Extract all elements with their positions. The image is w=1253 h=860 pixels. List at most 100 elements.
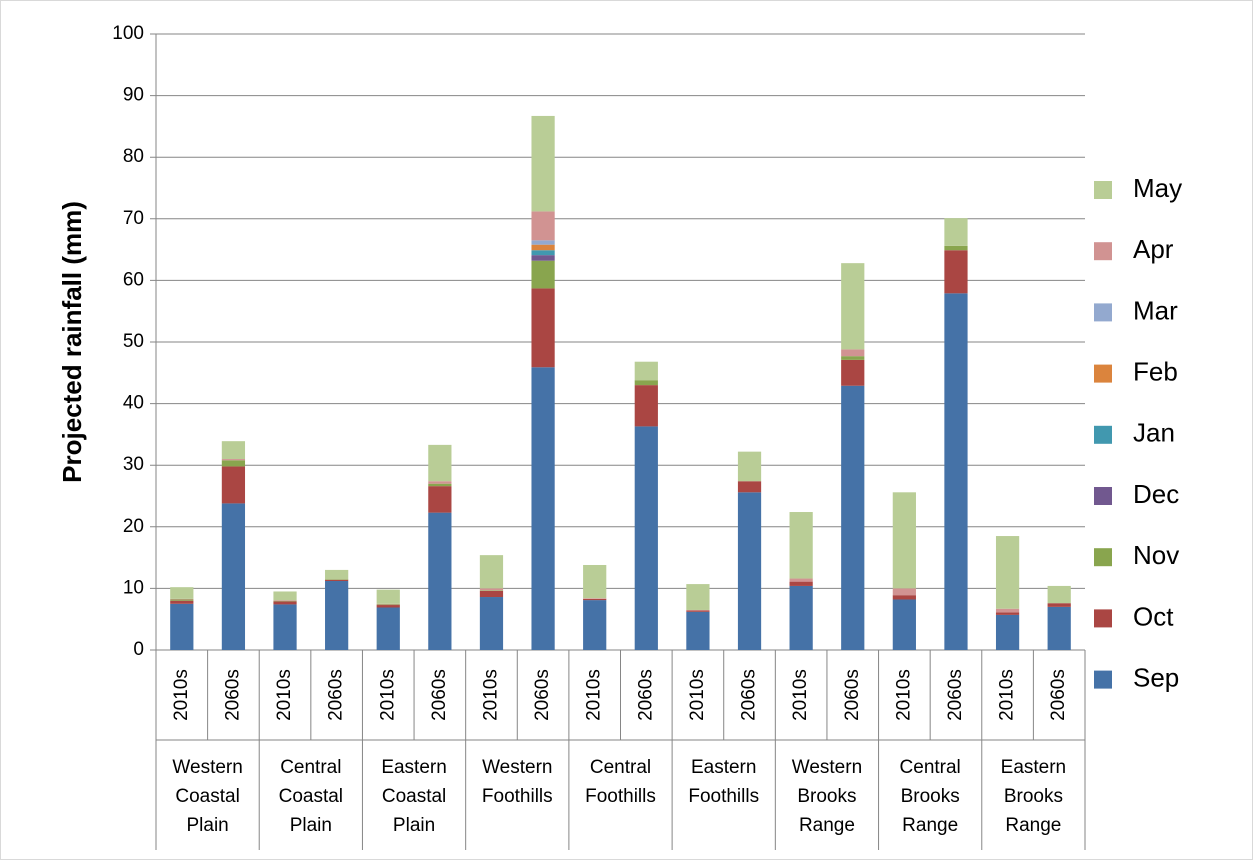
legend-label: Sep xyxy=(1133,662,1179,692)
y-tick-label: 60 xyxy=(123,269,144,290)
bar-segment xyxy=(170,603,194,650)
y-tick-label: 20 xyxy=(123,516,144,537)
group-label: Central Foothills xyxy=(585,757,656,807)
x-tick-label: 2010s xyxy=(790,669,811,721)
bar-segment xyxy=(531,250,555,256)
bar-segment xyxy=(376,603,400,605)
bar-segment xyxy=(376,589,400,604)
bar-segment xyxy=(531,288,555,368)
bar-segment xyxy=(531,115,555,212)
bar-segment xyxy=(479,590,504,598)
legend-swatch xyxy=(1094,487,1112,505)
legend-swatch xyxy=(1094,181,1112,199)
bar-segment xyxy=(1047,585,1071,604)
legend-label: Apr xyxy=(1133,234,1174,264)
bar-segment xyxy=(841,263,865,350)
y-tick-label: 100 xyxy=(112,23,144,44)
bar-segment xyxy=(376,604,400,606)
group-label: Eastern Brooks Range xyxy=(1001,757,1066,836)
bar-segment xyxy=(789,581,813,586)
bar-segment xyxy=(944,245,968,251)
x-tick-label: 2010s xyxy=(480,669,501,721)
bar-segment xyxy=(583,600,607,650)
bar-segment xyxy=(221,460,246,467)
bar-segment xyxy=(479,597,504,650)
bar-segment xyxy=(531,244,555,251)
bar-segment xyxy=(325,579,349,582)
bar-segment xyxy=(686,610,710,612)
x-tick-label: 2060s xyxy=(1048,669,1069,721)
x-tick-label: 2010s xyxy=(171,669,192,721)
bar-segment xyxy=(170,600,194,604)
bar-segment xyxy=(583,598,607,601)
y-axis-title: Projected rainfall (mm) xyxy=(57,201,87,483)
legend-swatch xyxy=(1094,670,1112,689)
x-tick-label: 2060s xyxy=(635,669,656,721)
bar-segment xyxy=(841,385,865,650)
bar-segment xyxy=(170,598,194,600)
y-tick-label: 30 xyxy=(123,454,144,475)
bar-segment xyxy=(995,614,1020,650)
legend-swatch xyxy=(1094,303,1112,322)
bar-segment xyxy=(995,536,1020,609)
bar-segment xyxy=(376,607,400,650)
bar-segment xyxy=(428,512,452,650)
bar-segment xyxy=(273,600,297,602)
bar-segment xyxy=(428,483,452,487)
bar-segment xyxy=(892,599,916,650)
bar-segment xyxy=(1047,606,1071,650)
bar-segment xyxy=(428,444,452,482)
legend-label: Jan xyxy=(1133,418,1175,448)
group-label: Western Foothills xyxy=(482,757,553,807)
bar-segment xyxy=(944,250,968,294)
bar-segment xyxy=(737,492,762,650)
bar-segment xyxy=(170,587,194,599)
bar-segment xyxy=(634,385,658,427)
x-tick-label: 2060s xyxy=(326,669,347,721)
bar-segment xyxy=(737,481,762,493)
y-tick-label: 0 xyxy=(133,639,144,660)
y-tick-label: 10 xyxy=(123,577,144,598)
bar-segment xyxy=(221,459,246,461)
legend-swatch xyxy=(1094,548,1112,567)
bar-segment xyxy=(944,218,968,246)
bar-segment xyxy=(325,581,349,650)
bar-segment xyxy=(531,240,555,245)
x-tick-label: 2010s xyxy=(274,669,295,721)
bar-segment xyxy=(531,255,555,261)
bar-segment xyxy=(376,605,400,608)
x-tick-label: 2060s xyxy=(842,669,863,721)
y-tick-label: 80 xyxy=(123,146,144,167)
bar-segment xyxy=(892,595,916,600)
bar-segment xyxy=(995,612,1020,615)
legend-label: Dec xyxy=(1133,479,1179,509)
legend-swatch xyxy=(1094,242,1112,261)
bar-segment xyxy=(221,441,246,460)
group-label: Central Coastal Plain xyxy=(279,757,343,836)
bar-segment xyxy=(273,600,297,601)
bar-segment xyxy=(170,599,194,601)
bar-segment xyxy=(479,588,504,591)
bar-segment xyxy=(221,503,246,650)
bar-segment xyxy=(789,578,813,582)
bar-segment xyxy=(325,569,349,580)
x-tick-label: 2060s xyxy=(222,669,243,721)
bar-segment xyxy=(995,608,1020,613)
bar-segment xyxy=(531,260,555,289)
x-tick-label: 2060s xyxy=(945,669,966,721)
bar-segment xyxy=(737,451,762,482)
legend-label: Nov xyxy=(1133,540,1179,570)
bar-segment xyxy=(686,584,710,610)
bar-segment xyxy=(479,555,504,589)
bar-segment xyxy=(273,601,297,605)
bar-segment xyxy=(634,361,658,381)
y-tick-label: 40 xyxy=(123,393,144,414)
x-tick-label: 2060s xyxy=(532,669,553,721)
bar-segment xyxy=(273,591,297,601)
legend-swatch xyxy=(1094,364,1112,383)
bar-segment xyxy=(686,609,710,611)
bar-segment xyxy=(531,211,555,241)
bar-segment xyxy=(789,585,813,650)
y-tick-label: 70 xyxy=(123,208,144,229)
